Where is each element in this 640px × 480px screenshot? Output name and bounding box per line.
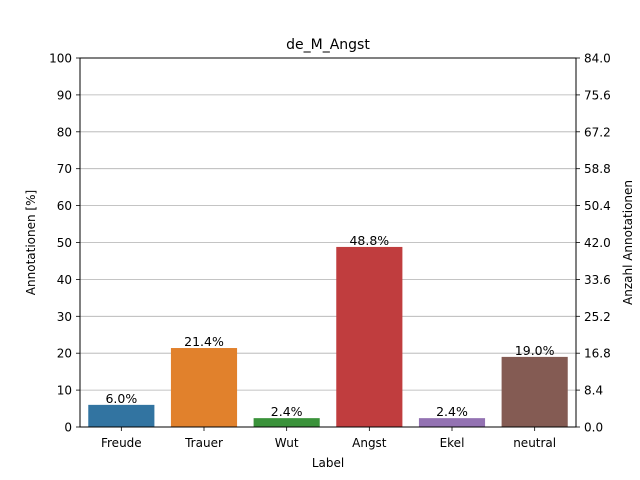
bar-trauer (170, 348, 238, 427)
bar-value-label: 2.4% (436, 404, 468, 419)
bar-ekel (418, 418, 486, 427)
y-tick-label-right: 75.6 (584, 88, 611, 102)
y-axis-label-left: Annotationen [%] (24, 190, 38, 295)
bar-neutral (501, 356, 568, 427)
x-tick-label: Freude (101, 436, 142, 450)
bar-value-label: 19.0% (515, 343, 555, 358)
value-labels: 6.0% 21.4% 2.4% 48.8% 2.4% 19.0% (105, 233, 554, 419)
y-tick-label-right: 0.0 (584, 421, 603, 435)
bar-freude (88, 404, 155, 427)
y-tick-label-right: 25.2 (584, 310, 611, 324)
x-axis-label: Label (312, 456, 344, 470)
y-tick-label-right: 42.0 (584, 236, 611, 250)
bar-wut (253, 418, 320, 427)
y-tick-label-right: 58.8 (584, 162, 611, 176)
x-tick-label: Angst (352, 436, 387, 450)
y-tick-label-right: 16.8 (584, 347, 611, 361)
bar-value-label: 21.4% (184, 334, 224, 349)
x-tick-label: Trauer (184, 436, 223, 450)
y-axis-ticks-right: 0.0 8.4 16.8 25.2 33.6 42.0 50.4 58.8 67.2 75.6 84… (576, 52, 611, 435)
bars (88, 246, 568, 427)
x-tick-label: neutral (513, 436, 556, 450)
bar-angst (336, 246, 403, 427)
y-tick-label-right: 33.6 (584, 273, 611, 287)
y-tick-label: 80 (57, 125, 72, 139)
y-tick-label: 30 (57, 310, 72, 324)
y-tick-label: 20 (57, 347, 72, 361)
y-axis-label-right: Anzahl Annotationen (621, 180, 635, 305)
y-tick-label: 60 (57, 199, 72, 213)
x-axis-ticks: Freude Trauer Wut Angst Ekel neutral (101, 427, 556, 450)
y-tick-label: 50 (57, 236, 72, 250)
bar-value-label: 6.0% (105, 391, 137, 406)
bar-value-label: 48.8% (349, 233, 389, 248)
x-tick-label: Wut (275, 436, 299, 450)
y-tick-label-right: 50.4 (584, 199, 611, 213)
y-tick-label: 0 (64, 421, 72, 435)
y-tick-label-right: 67.2 (584, 125, 611, 139)
y-tick-label-right: 8.4 (584, 384, 603, 398)
y-tick-label: 70 (57, 162, 72, 176)
chart-title: de_M_Angst (286, 37, 370, 53)
y-tick-label: 10 (57, 384, 72, 398)
bar-value-label: 2.4% (271, 404, 303, 419)
y-axis-ticks-left: 0 10 20 30 40 50 60 70 80 90 100 (49, 52, 80, 435)
y-tick-label: 90 (57, 88, 72, 102)
y-tick-label: 40 (57, 273, 72, 287)
y-tick-label: 100 (49, 52, 72, 66)
x-tick-label: Ekel (440, 436, 465, 450)
y-tick-label-right: 84.0 (584, 52, 611, 66)
